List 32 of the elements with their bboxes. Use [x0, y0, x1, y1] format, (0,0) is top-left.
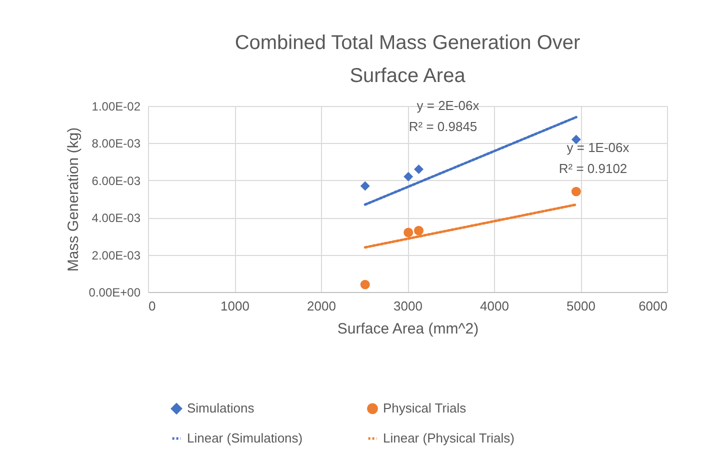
- x-tick-label: 6000: [638, 298, 668, 314]
- annotation: y = 2E-06x: [416, 98, 480, 113]
- point: [360, 280, 370, 290]
- point: [571, 134, 581, 144]
- x-tick-label: 3000: [394, 298, 422, 314]
- y-axis-title: Mass Generation (kg): [64, 127, 82, 272]
- y-tick-label: 2.00E-03: [92, 248, 141, 262]
- point: [571, 186, 581, 196]
- point: [404, 172, 414, 182]
- x-tick-label: 4000: [480, 298, 509, 314]
- y-tick-label: 0.00E+00: [88, 286, 141, 300]
- annotation: R² = 0.9845: [408, 119, 478, 134]
- point: [360, 181, 370, 191]
- annotation: y = 1E-06x: [566, 140, 630, 155]
- x-tick-label: 2000: [307, 298, 336, 314]
- y-tick-label: 4.00E-03: [92, 211, 141, 226]
- x-axis-title: Surface Area (mm^2): [337, 320, 479, 338]
- x-tick-label: 5000: [566, 298, 596, 314]
- y-tick-label: 6.00E-03: [92, 174, 141, 188]
- legend-label: Linear (Physical Trials): [383, 430, 514, 446]
- point: [404, 228, 414, 238]
- x-tick-label: 0: [148, 298, 156, 314]
- legend-label: Linear (Simulations): [187, 430, 303, 446]
- y-tick-label: 8.00E-03: [92, 136, 141, 151]
- point: [414, 226, 424, 236]
- legend-label: Simulations: [187, 400, 255, 416]
- x-tick-label: 1000: [220, 298, 250, 314]
- annotation: R² = 0.9102: [558, 161, 628, 176]
- legend-label: Physical Trials: [383, 400, 467, 416]
- point: [414, 164, 424, 174]
- chart-title: Combined Total Mass Generation Over Surface Area: [234, 32, 581, 87]
- y-tick-label: 1.00E-02: [92, 100, 141, 114]
